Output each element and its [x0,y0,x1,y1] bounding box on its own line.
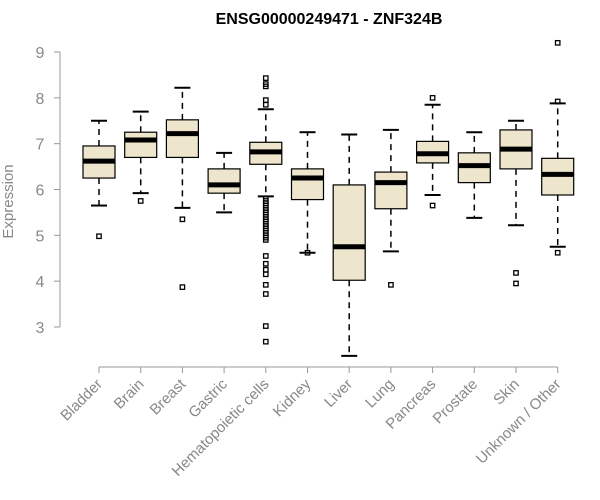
outlier-point [262,253,269,259]
box-group [207,151,241,214]
box-group [82,119,116,240]
chart-title: ENSG00000249471 - ZNF324B [216,11,443,28]
iqr-box [124,131,158,159]
x-tick-label: Lung [362,376,398,412]
box-group [124,110,158,204]
x-tick-label: Brain [111,376,148,413]
y-tick-label: 5 [36,228,45,245]
outlier-point [262,75,269,81]
outlier-point [262,281,269,288]
outlier-point [179,216,186,223]
x-tick-label: Skin [490,376,523,409]
y-tick-label: 6 [36,183,45,200]
y-axis-label: Expression [0,164,17,238]
outlier-point [429,94,436,101]
plot-area [82,39,575,357]
outlier-point [262,271,269,278]
outlier-point [179,284,186,290]
outlier-point [137,198,144,204]
y-tick-label: 8 [36,91,45,108]
outlier-point [554,98,561,105]
box-group [332,133,366,357]
box-group [457,131,491,219]
outlier-point [96,233,102,240]
outlier-point [513,270,519,276]
x-tick-label: Breast [147,375,190,418]
x-tick-label: Liver [321,376,356,411]
outlier-point [262,338,269,345]
y-tick-label: 4 [36,274,45,291]
y-axis: 3 4 5 6 7 8 9 [36,45,61,337]
box-group [249,75,283,345]
y-tick-label: 7 [36,137,45,154]
outlier-point [262,323,269,329]
outlier-point [262,291,269,297]
box-group [165,86,199,290]
box-group [416,94,450,209]
outlier-point [304,249,311,256]
x-tick-label: Bladder [57,376,106,425]
outlier-point [388,281,394,288]
outlier-point [262,83,269,90]
iqr-box [207,168,241,194]
box-group [374,128,408,288]
x-tick-label: Prostate [430,376,482,428]
iqr-box [374,171,408,210]
iqr-box [290,168,325,201]
y-tick-label: 9 [36,45,45,62]
outlier-point [262,97,269,103]
box-group [290,131,325,256]
x-tick-label: Kidney [270,375,315,420]
outlier-point [554,249,561,256]
outlier-point [429,202,436,209]
outlier-point [262,260,269,267]
outlier-point [513,280,519,287]
box-group [541,39,575,256]
outlier-point [262,266,269,273]
outlier-point [262,101,269,108]
box-group [499,119,533,287]
iqr-box [165,119,199,159]
iqr-box [332,184,366,281]
outlier-point [554,39,561,46]
y-tick-label: 3 [36,320,45,337]
outlier-point [262,237,269,243]
